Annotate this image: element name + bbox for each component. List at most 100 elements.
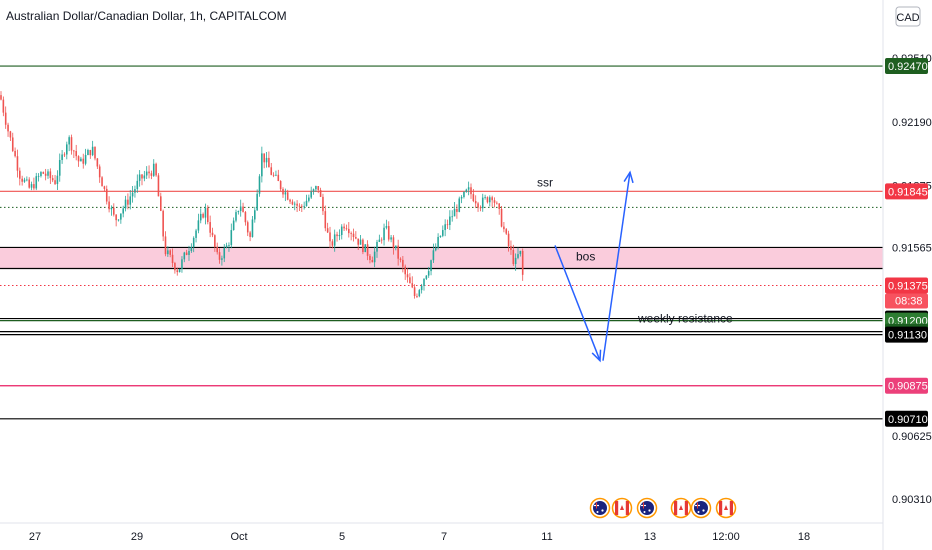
- support-zone[interactable]: [0, 247, 883, 269]
- candle: [251, 216, 254, 238]
- candle: [185, 249, 188, 256]
- projection-arrow-2[interactable]: [602, 170, 634, 361]
- candle: [101, 176, 103, 187]
- candle: [456, 204, 458, 219]
- price-tag-0.91375[interactable]: 0.91375 08:38: [885, 277, 928, 309]
- annotation-weekly-resistance[interactable]: weekly resistance: [637, 312, 733, 326]
- countdown-label: 08:38: [895, 296, 923, 308]
- currency-button[interactable]: CAD: [895, 6, 921, 27]
- candle-body: [371, 260, 374, 263]
- candle-body: [185, 252, 188, 255]
- candle-body: [35, 176, 38, 189]
- candle: [317, 186, 320, 194]
- candle-body: [383, 227, 385, 241]
- candle: [446, 219, 449, 230]
- candle-body: [155, 163, 157, 176]
- price-tag-bg: [885, 277, 928, 294]
- price-tag-0.90710[interactable]: 0.90710: [885, 410, 928, 427]
- price-tag-0.90875[interactable]: 0.90875: [885, 377, 928, 394]
- candle-body: [319, 189, 322, 197]
- candle: [463, 191, 465, 199]
- candle: [270, 162, 273, 176]
- candle: [171, 248, 174, 267]
- price-tag-0.91130[interactable]: 0.91130: [885, 326, 928, 343]
- candle-body: [28, 179, 30, 188]
- candle-body: [312, 189, 315, 192]
- annotation-bos[interactable]: bos: [576, 249, 595, 263]
- candle: [218, 248, 221, 264]
- candle-body: [75, 151, 77, 157]
- event-flag-canada-icon[interactable]: [715, 497, 737, 519]
- candle-body: [420, 285, 423, 291]
- candle: [75, 144, 77, 161]
- candle: [387, 221, 390, 242]
- candle: [500, 206, 503, 228]
- candle: [390, 234, 392, 243]
- candles-layer: [0, 91, 524, 299]
- candle: [437, 233, 439, 250]
- candle-body: [517, 254, 519, 258]
- arrow-head[interactable]: [591, 349, 602, 363]
- candle: [199, 208, 202, 224]
- candle: [33, 177, 35, 191]
- candle-body: [432, 250, 435, 261]
- candle-body: [460, 197, 463, 199]
- arrow-shaft[interactable]: [554, 245, 601, 361]
- candle: [164, 231, 167, 257]
- candle-body: [199, 213, 202, 221]
- candle-body: [434, 247, 437, 251]
- event-flag-australia-icon[interactable]: [589, 497, 611, 519]
- candle: [453, 202, 456, 217]
- candle-body: [406, 274, 409, 278]
- price-tag-0.91845[interactable]: 0.91845: [885, 183, 928, 200]
- flag-ca-band-left: [674, 501, 678, 515]
- candle-body: [303, 205, 305, 207]
- candle-body: [7, 124, 9, 132]
- candle: [26, 176, 28, 182]
- event-flag-australia-icon[interactable]: [690, 497, 712, 519]
- arrow-head[interactable]: [623, 170, 634, 184]
- candle-body: [512, 249, 515, 265]
- flag-ca-leaf: [679, 505, 683, 510]
- candle-body: [315, 186, 317, 190]
- candle: [296, 200, 298, 212]
- candle: [127, 193, 129, 210]
- candle-body: [317, 186, 320, 190]
- price-tag-label: 0.91375: [888, 281, 928, 293]
- candle: [514, 253, 517, 271]
- candle-body: [395, 245, 397, 249]
- event-flag-australia-icon[interactable]: [636, 497, 658, 519]
- candle: [348, 222, 350, 238]
- candle: [406, 268, 409, 283]
- projection-arrow-1[interactable]: [554, 245, 602, 363]
- candle: [512, 244, 515, 266]
- candle-body: [491, 197, 493, 201]
- candle: [136, 174, 139, 193]
- price-tag-0.92470[interactable]: 0.92470: [885, 58, 928, 75]
- candle: [376, 239, 378, 258]
- candle: [169, 249, 171, 258]
- y-tick-label: 0.92190: [892, 117, 932, 129]
- candle-body: [197, 220, 200, 231]
- candle-body: [214, 235, 216, 247]
- arrow-shaft[interactable]: [602, 172, 631, 361]
- candle: [148, 165, 150, 179]
- time-axis[interactable]: 27 29 Oct 5 7 11 13 12:00 18: [29, 531, 810, 543]
- candle: [312, 188, 315, 195]
- candle: [498, 202, 500, 215]
- annotation-ssr[interactable]: ssr: [537, 175, 553, 189]
- candle-body: [228, 245, 230, 246]
- currency-button-frame[interactable]: [895, 6, 921, 27]
- candle-body: [244, 212, 247, 223]
- candle: [152, 159, 155, 177]
- candle-body: [489, 197, 491, 203]
- event-flag-canada-icon[interactable]: [670, 497, 692, 519]
- candle: [98, 164, 101, 183]
- price-tag-bg: [885, 410, 928, 427]
- candle: [521, 248, 524, 281]
- event-flag-canada-icon[interactable]: [611, 497, 633, 519]
- candle: [352, 228, 355, 242]
- currency-button-label[interactable]: CAD: [896, 12, 919, 24]
